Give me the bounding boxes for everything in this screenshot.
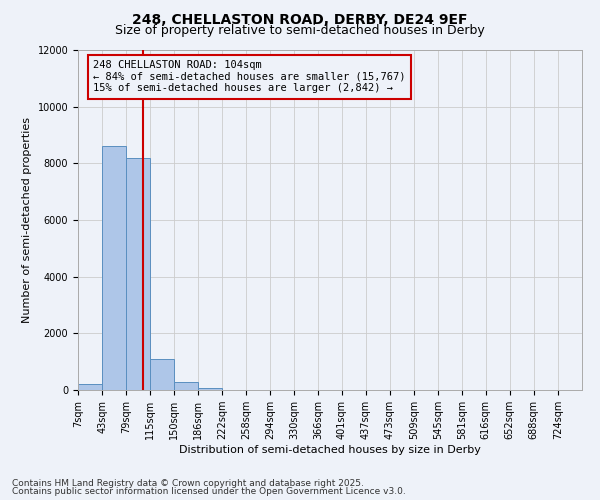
X-axis label: Distribution of semi-detached houses by size in Derby: Distribution of semi-detached houses by …	[179, 445, 481, 455]
Bar	[198, 388, 222, 390]
Y-axis label: Number of semi-detached properties: Number of semi-detached properties	[22, 117, 32, 323]
Bar	[174, 382, 198, 390]
Text: 248 CHELLASTON ROAD: 104sqm
← 84% of semi-detached houses are smaller (15,767)
1: 248 CHELLASTON ROAD: 104sqm ← 84% of sem…	[93, 60, 406, 94]
Bar	[126, 158, 150, 390]
Text: Contains public sector information licensed under the Open Government Licence v3: Contains public sector information licen…	[12, 487, 406, 496]
Text: Size of property relative to semi-detached houses in Derby: Size of property relative to semi-detach…	[115, 24, 485, 37]
Bar	[78, 384, 102, 390]
Text: Contains HM Land Registry data © Crown copyright and database right 2025.: Contains HM Land Registry data © Crown c…	[12, 478, 364, 488]
Bar	[102, 146, 126, 390]
Bar	[150, 359, 175, 390]
Text: 248, CHELLASTON ROAD, DERBY, DE24 9EF: 248, CHELLASTON ROAD, DERBY, DE24 9EF	[132, 12, 468, 26]
